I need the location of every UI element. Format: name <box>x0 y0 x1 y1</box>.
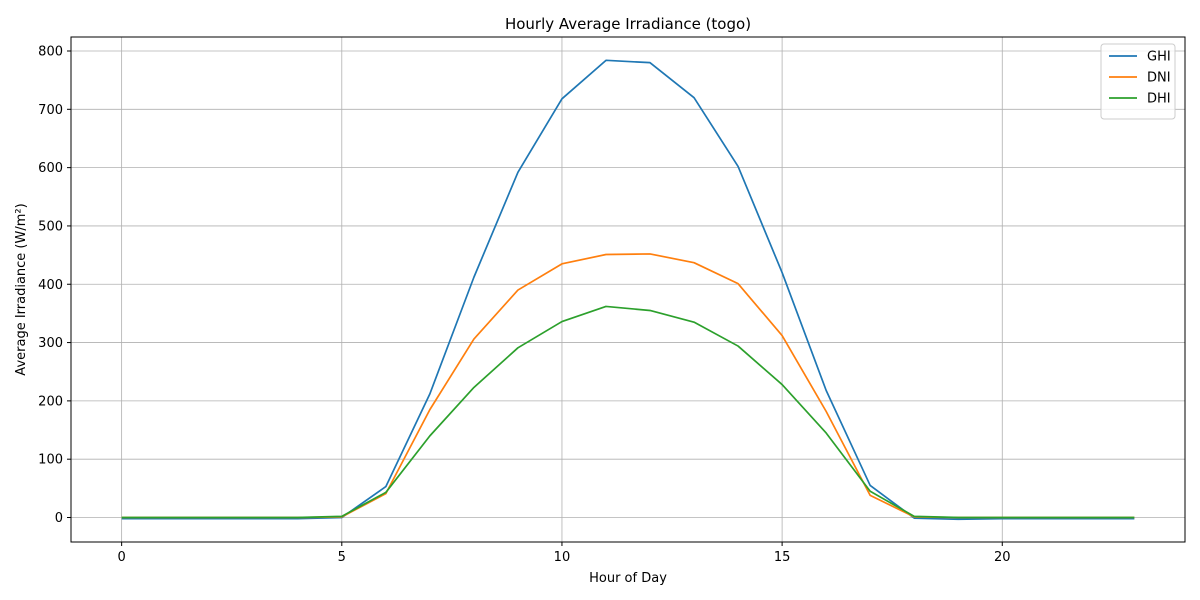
y-tick-label: 600 <box>38 161 63 176</box>
x-axis-label: Hour of Day <box>589 571 667 586</box>
series-line-ghi <box>121 59 1135 521</box>
y-tick-label: 100 <box>38 453 63 468</box>
y-axis-label: Average Irradiance (W/m²) <box>14 203 29 375</box>
y-tick-label: 0 <box>55 511 63 526</box>
y-tick-label: 800 <box>38 44 63 59</box>
y-tick-label: 200 <box>38 394 63 409</box>
legend-label-ghi: GHI <box>1147 50 1171 65</box>
y-tick-label: 300 <box>38 336 63 351</box>
series-lines <box>121 59 1135 521</box>
x-tick-label: 10 <box>554 550 571 565</box>
y-tick-label: 700 <box>38 103 63 118</box>
y-tick-label: 400 <box>38 278 63 293</box>
y-tick-label: 500 <box>38 219 63 234</box>
legend-label-dni: DNI <box>1147 71 1171 86</box>
legend-label-dhi: DHI <box>1147 92 1171 107</box>
legend: GHI DNI DHI <box>1100 43 1176 120</box>
series-line-dhi <box>121 305 1135 519</box>
x-tick-label: 5 <box>338 550 346 565</box>
x-tick-label: 20 <box>994 550 1011 565</box>
plot-frame <box>70 36 1186 543</box>
chart-title: Hourly Average Irradiance (togo) <box>505 15 751 33</box>
x-tick-label: 0 <box>117 550 125 565</box>
legend-box <box>1100 43 1176 120</box>
x-tick-label: 15 <box>774 550 791 565</box>
